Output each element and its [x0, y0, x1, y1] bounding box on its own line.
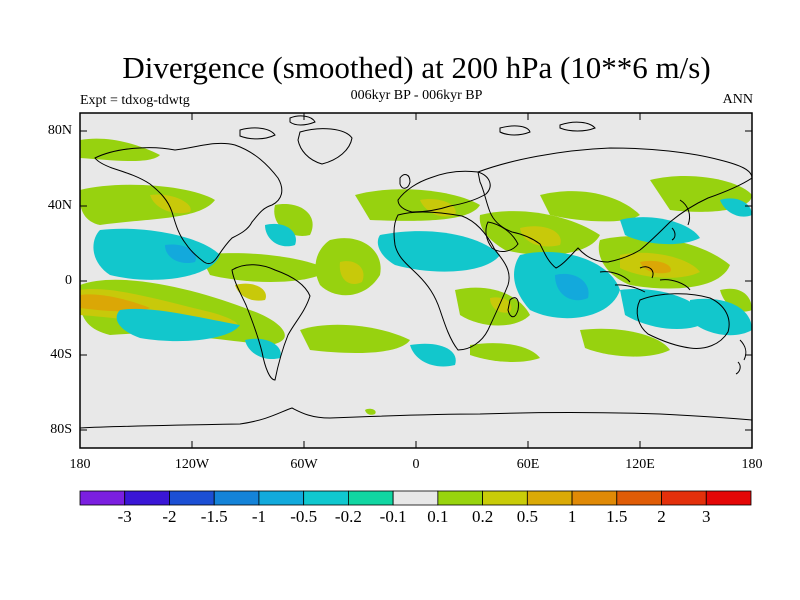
lon-label-0: 0 — [412, 457, 420, 472]
colorbar-label: -1.5 — [200, 507, 228, 526]
lat-label-0: 0 — [65, 273, 72, 288]
field-patch — [165, 244, 196, 264]
field-patch — [80, 294, 150, 312]
lat-label-80n: 80N — [47, 123, 72, 138]
field-patch — [520, 226, 561, 247]
field-patch — [377, 231, 500, 272]
colorbar-label: 0.2 — [471, 507, 494, 526]
field-patch — [720, 288, 752, 312]
lon-label-120w: 120W — [174, 457, 210, 472]
field-patch — [365, 408, 376, 415]
coastline-south-america — [231, 264, 311, 381]
colorbar-label: 2 — [657, 507, 666, 526]
field-patch — [116, 308, 240, 342]
coastline-uk — [399, 174, 411, 189]
coastline-new-zealand — [735, 339, 747, 375]
field-patch — [80, 184, 215, 225]
colorbar-label: 3 — [702, 507, 711, 526]
field-patch — [690, 298, 752, 336]
coastline-indonesia — [599, 266, 691, 293]
coastline-australia — [636, 293, 730, 349]
lon-label-120e: 120E — [625, 457, 655, 472]
season-label: ANN — [722, 92, 753, 107]
field-patch — [235, 283, 266, 301]
coastline-madagascar — [507, 297, 519, 318]
field-patch — [720, 198, 752, 217]
field-patch — [640, 260, 671, 274]
lon-label-180w: 180 — [69, 457, 91, 472]
coastline-north-america — [94, 142, 283, 265]
coastline-arabia — [485, 221, 519, 252]
field-patch — [620, 217, 700, 245]
field-patch — [470, 343, 540, 362]
colorbar-label: -3 — [117, 507, 132, 526]
coastlines — [80, 115, 752, 429]
colorbar-label: -1 — [251, 507, 266, 526]
colorbar-label: -0.2 — [334, 507, 362, 526]
lat-label-80s: 80S — [50, 422, 72, 437]
field-patch — [300, 324, 410, 353]
field-patch — [540, 191, 640, 222]
coastline-africa — [393, 211, 510, 351]
colorbar-label: -0.1 — [379, 507, 407, 526]
colorbar-label: 0.1 — [427, 507, 449, 526]
colorbar-label: 1.5 — [606, 507, 628, 526]
field-patch — [339, 261, 364, 284]
colorbar-label: 0.5 — [516, 507, 538, 526]
lon-label-60w: 60W — [290, 457, 318, 472]
colorbar-label: 1 — [567, 507, 577, 526]
coastline-japan — [671, 199, 691, 241]
field-patch — [555, 273, 589, 301]
experiment-label: Expt = tdxog-tdwtg — [80, 93, 190, 108]
coastline-antarctica — [80, 407, 752, 429]
colorbar-label: -0.5 — [290, 507, 318, 526]
field-patch — [245, 338, 281, 360]
field-patch — [150, 194, 191, 214]
field-patch — [410, 343, 456, 367]
field-patch — [93, 228, 220, 280]
coastline-asia — [477, 147, 752, 269]
coastline-arctic-islands — [239, 115, 596, 140]
plot-title: Divergence (smoothed) at 200 hPa (10**6 … — [122, 50, 711, 85]
coastline-greenland — [297, 128, 353, 165]
axis-ticks — [79, 113, 753, 448]
lat-label-40s: 40S — [50, 347, 72, 362]
field-patch — [200, 253, 330, 282]
lat-label-40n: 40N — [47, 198, 72, 213]
field-patch — [265, 223, 296, 247]
period-subtitle: 006kyr BP - 006kyr BP — [350, 88, 483, 103]
field-patch — [490, 297, 512, 313]
lon-label-180e: 180 — [741, 457, 763, 472]
divergence-fields — [80, 138, 752, 415]
field-patch — [420, 199, 456, 217]
lon-label-60e: 60E — [516, 457, 540, 472]
colorbar-label: -2 — [162, 507, 177, 526]
field-patch — [580, 328, 670, 357]
